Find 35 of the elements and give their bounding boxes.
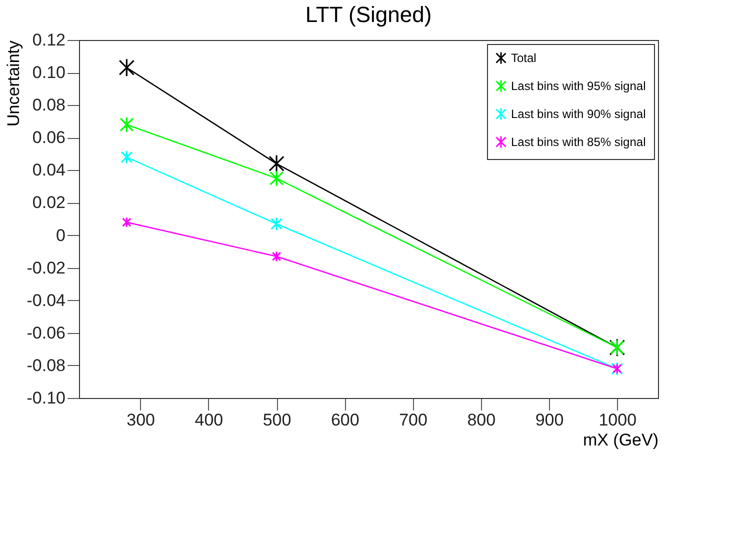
y-axis-title: Uncertainty xyxy=(4,40,23,126)
x-tick-label: 600 xyxy=(330,410,360,430)
x-axis-title: mX (GeV) xyxy=(582,430,658,450)
y-tick-label: -0.08 xyxy=(26,356,66,375)
x-tick-label: 900 xyxy=(535,410,564,430)
x-tick-label: 1000 xyxy=(598,410,637,430)
y-tick-label: 0 xyxy=(56,226,66,245)
y-tick-label: -0.04 xyxy=(26,290,66,310)
y-tick-label: 0.08 xyxy=(32,96,66,115)
point xyxy=(270,170,284,187)
y-tick-label: 0.06 xyxy=(32,128,66,148)
legend-label: Last bins with 90% signal xyxy=(511,107,646,121)
point xyxy=(270,216,283,231)
point xyxy=(120,150,133,164)
y-tick-label: 0.02 xyxy=(32,193,66,212)
point xyxy=(120,116,134,133)
legend-label: Total xyxy=(511,51,536,65)
x-tick-label: 800 xyxy=(467,410,496,430)
x-tick-label: 300 xyxy=(126,410,155,430)
y-tick-label: -0.10 xyxy=(26,388,66,408)
point xyxy=(122,216,132,228)
y-tick-label: 0.10 xyxy=(32,63,66,82)
y-tick-label: -0.06 xyxy=(26,323,66,342)
x-tick-label: 700 xyxy=(399,410,428,430)
point xyxy=(118,58,135,77)
legend-label: Last bins with 85% signal xyxy=(511,135,646,149)
y-tick-label: 0.04 xyxy=(32,160,66,180)
x-tick-label: 400 xyxy=(194,410,224,430)
point xyxy=(268,154,284,173)
legend-label: Last bins with 95% signal xyxy=(511,79,646,93)
chart-title: LTT (Signed) xyxy=(305,2,432,27)
x-tick-label: 500 xyxy=(262,410,292,430)
point xyxy=(272,250,282,262)
y-tick-label: 0.12 xyxy=(32,30,66,50)
y-tick-label: -0.02 xyxy=(26,258,66,278)
